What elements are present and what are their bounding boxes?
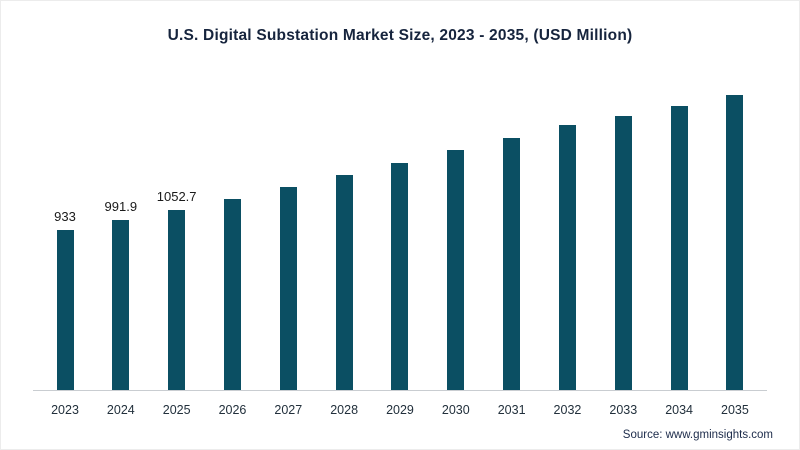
bar <box>168 209 186 391</box>
bar <box>56 230 74 391</box>
x-axis-tick-label: 2033 <box>609 403 638 417</box>
bar-column: 2035 <box>709 59 761 419</box>
x-axis-tick-label: 2025 <box>162 403 191 417</box>
x-axis-tick-label: 2029 <box>386 403 414 417</box>
bar-value-label: 1052.7 <box>156 188 197 204</box>
bar <box>558 125 576 391</box>
source-text: Source: www.gminsights.com <box>622 429 773 441</box>
x-axis-tick-label: 2030 <box>441 403 470 417</box>
x-axis-tick-label: 2035 <box>721 403 749 417</box>
bar-column: 933 2023 <box>39 59 91 419</box>
bar-column: 2030 <box>430 59 482 419</box>
bar-column: 991.9 2024 <box>95 59 147 419</box>
x-axis-tick-label: 2031 <box>497 403 526 417</box>
bar <box>112 220 130 391</box>
bar-column: 2033 <box>597 59 649 419</box>
x-axis-tick-label: 2027 <box>274 403 303 417</box>
bar-column: 2029 <box>374 59 426 419</box>
bar-value-label: 933 <box>54 209 76 225</box>
x-axis-tick-label: 2028 <box>330 403 359 417</box>
chart-title: U.S. Digital Substation Market Size, 202… <box>167 27 633 44</box>
bar <box>335 175 353 391</box>
bar <box>503 137 521 391</box>
bar <box>614 115 632 391</box>
bar <box>670 106 688 391</box>
bar-column: 2034 <box>653 59 705 419</box>
bar <box>447 150 465 391</box>
bar-column: 2027 <box>262 59 314 419</box>
x-axis-tick-label: 2023 <box>51 403 79 417</box>
bar <box>223 198 241 391</box>
bars-row: 933 2023 991.9 2024 1052.7 2025 2026 2027 2028 20… <box>33 59 767 419</box>
bar-column: 2032 <box>541 59 593 419</box>
bar-column: 2028 <box>318 59 370 419</box>
bar-column: 2026 <box>206 59 258 419</box>
x-axis-tick-label: 2026 <box>218 403 247 417</box>
bar <box>279 187 297 391</box>
bar <box>726 94 744 391</box>
bar-column: 1052.7 2025 <box>151 59 203 419</box>
x-axis-tick-label: 2034 <box>665 403 694 417</box>
bar-column: 2031 <box>486 59 538 419</box>
bar-value-label: 991.9 <box>104 199 138 215</box>
bar <box>391 162 409 391</box>
plot-area: 933 2023 991.9 2024 1052.7 2025 2026 2027 2028 20… <box>33 59 767 419</box>
x-axis-line <box>33 390 767 391</box>
x-axis-tick-label: 2024 <box>106 403 135 417</box>
x-axis-tick-label: 2032 <box>553 403 582 417</box>
